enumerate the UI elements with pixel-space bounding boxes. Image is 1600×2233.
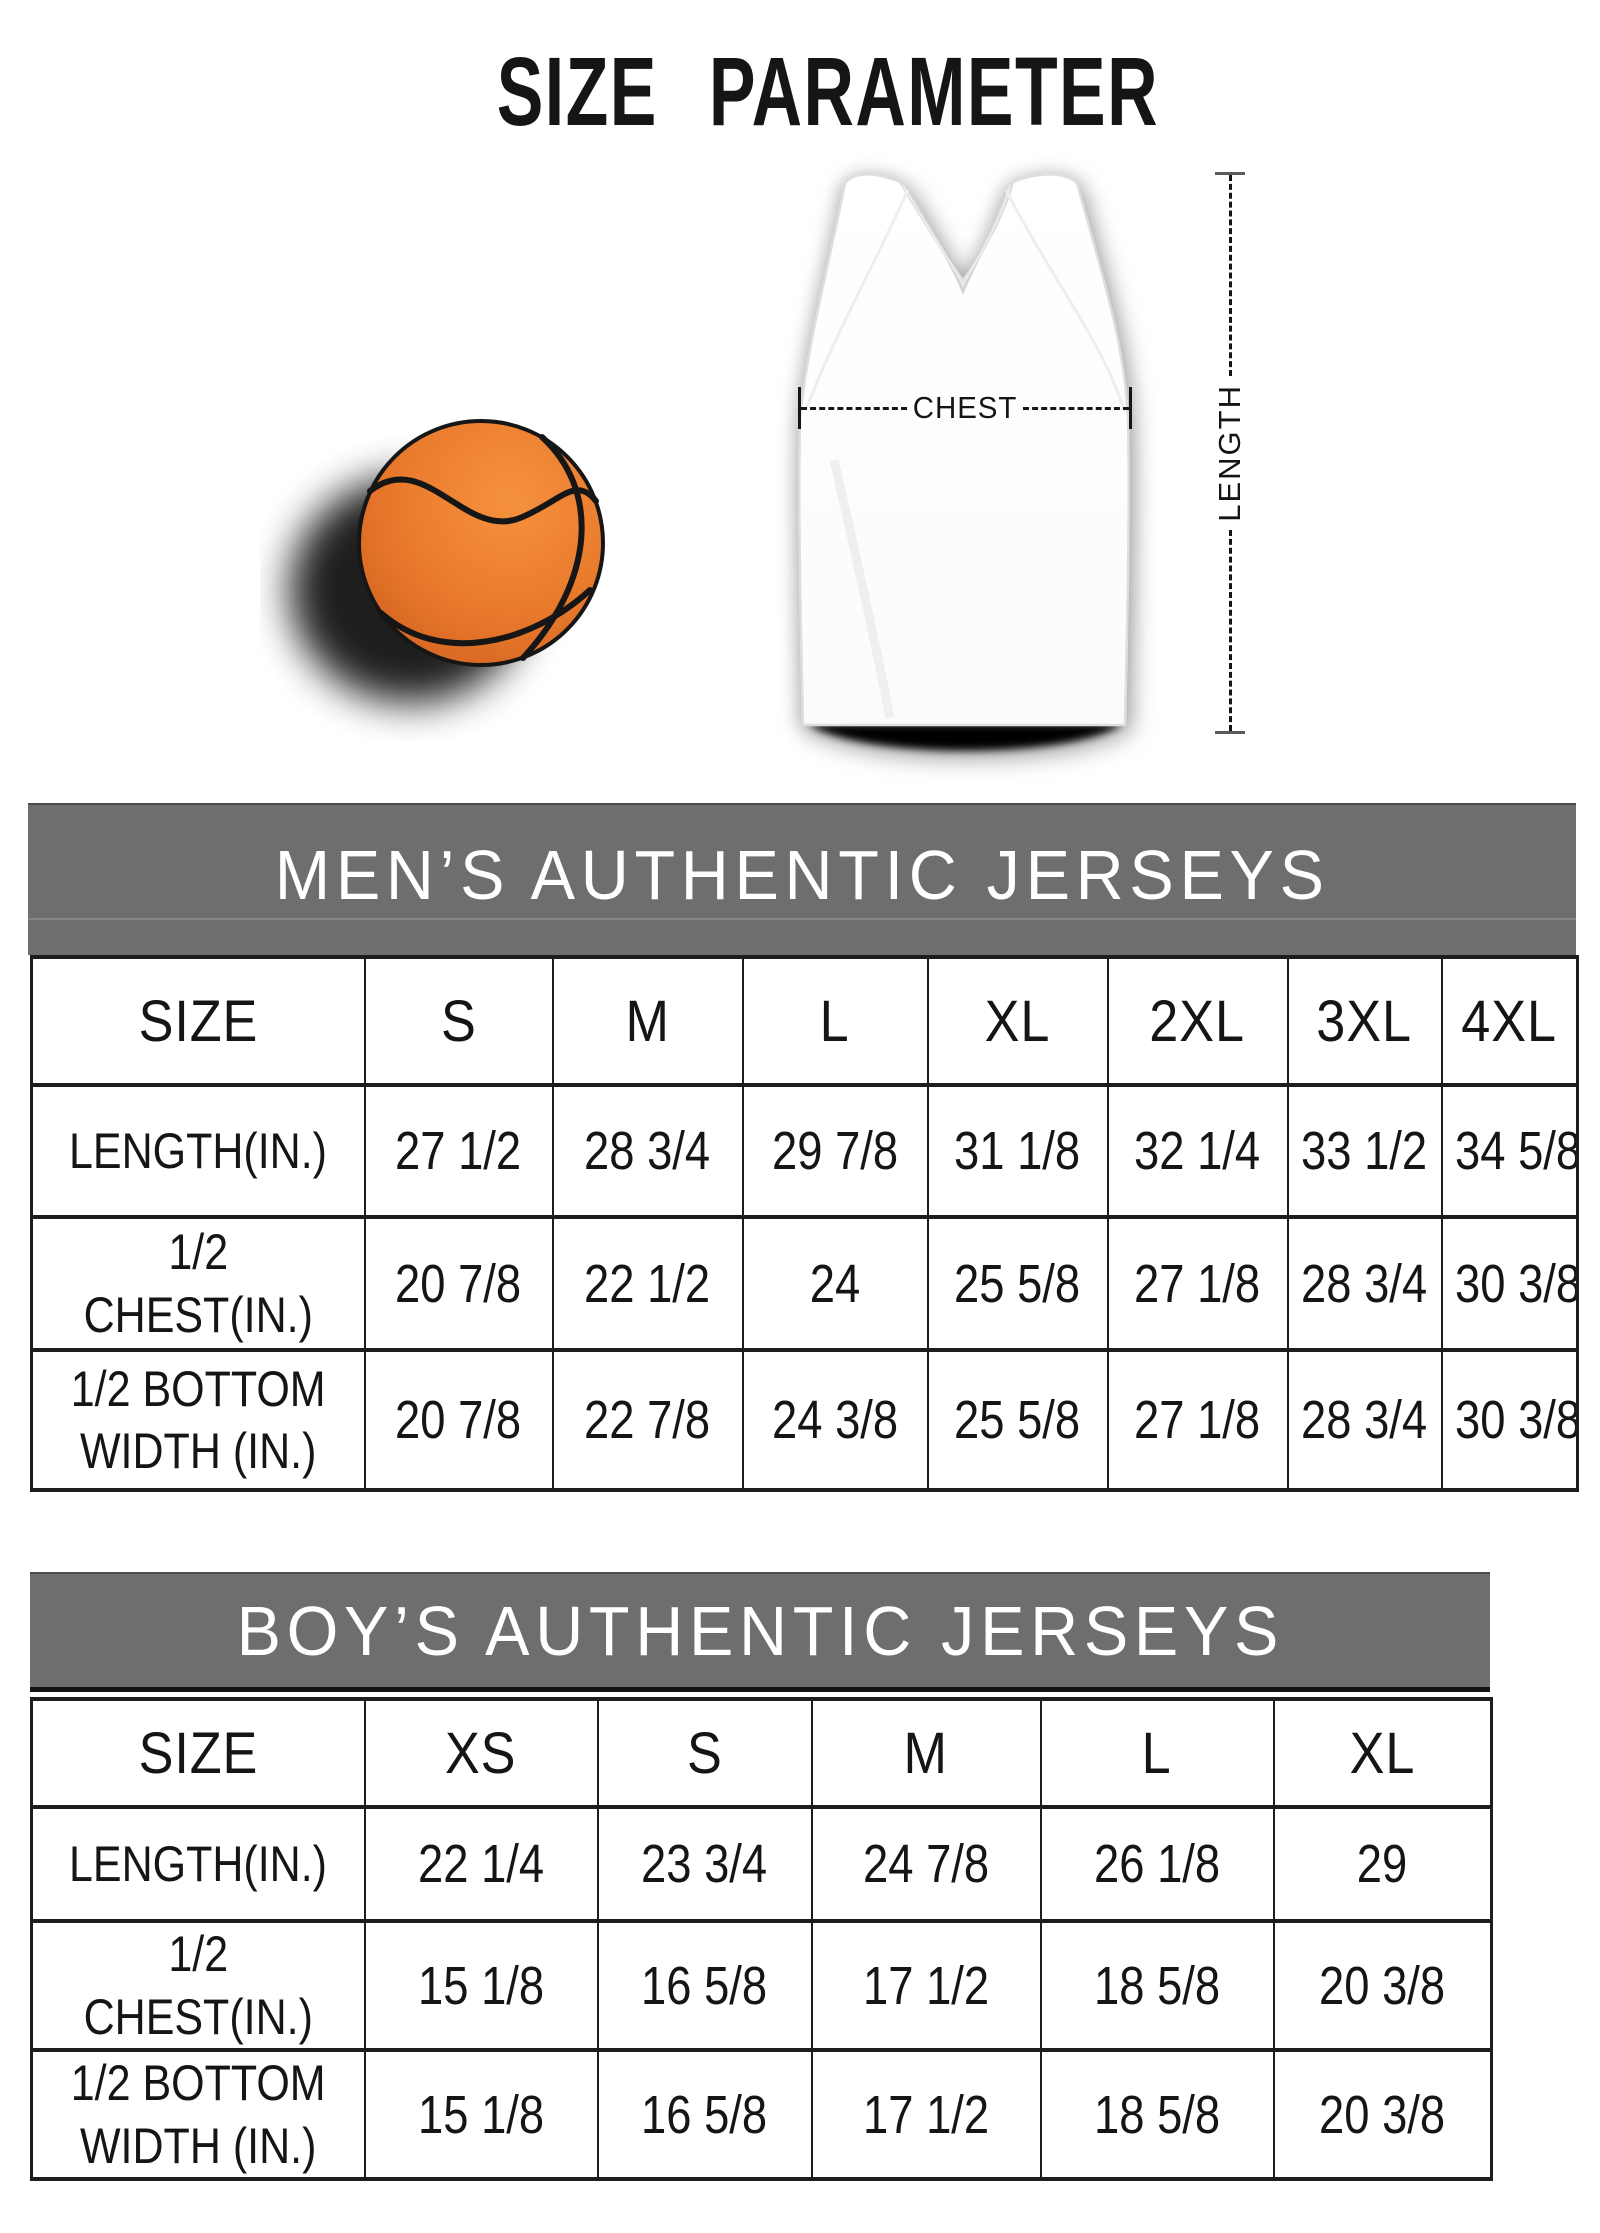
value-cell: 24 xyxy=(741,1215,929,1352)
row-label-cell: LENGTH(IN.) xyxy=(30,1083,366,1219)
value-cell: 18 5/8 xyxy=(1039,1919,1275,2052)
row-label-cell: 1/2 BOTTOM WIDTH (IN.) xyxy=(30,2048,366,2181)
value-cell: 28 3/4 xyxy=(1286,1215,1443,1352)
value-cell: 26 1/8 xyxy=(1039,1805,1275,1923)
value-cell: 15 1/8 xyxy=(363,2048,599,2181)
value-cell: 23 3/4 xyxy=(596,1805,813,1923)
boys-size-table: SIZE XS S M L XL LENGTH(IN.) 22 1/4 23 3… xyxy=(30,1697,1493,2181)
value-cell: 28 3/4 xyxy=(551,1083,744,1219)
value-cell: 22 7/8 xyxy=(551,1348,744,1492)
length-dash-bottom xyxy=(1228,529,1232,731)
value-cell: 28 3/4 xyxy=(1286,1348,1443,1492)
row-label-cell: LENGTH(IN.) xyxy=(30,1805,366,1923)
value-cell: 33 1/2 xyxy=(1286,1083,1443,1219)
page-title: SIZE PARAMETER xyxy=(0,36,1600,148)
value-cell: 17 1/2 xyxy=(810,2048,1042,2181)
size-header-cell: XL xyxy=(926,955,1109,1087)
table-row: SIZE XS S M L XL xyxy=(30,1697,1493,1809)
value-cell: 25 5/8 xyxy=(926,1215,1109,1352)
value-cell: 16 5/8 xyxy=(596,1919,813,2052)
value-cell: 22 1/2 xyxy=(551,1215,744,1352)
size-header-cell: M xyxy=(810,1697,1042,1809)
length-dash-top xyxy=(1228,175,1232,377)
value-cell: 29 xyxy=(1272,1805,1493,1923)
mens-size-table: SIZE S M L XL 2XL 3XL 4XL LENGTH(IN.) 27… xyxy=(30,955,1579,1492)
table-row: 1/2 BOTTOM WIDTH (IN.) 15 1/8 16 5/8 17 … xyxy=(30,2048,1493,2181)
chest-label: CHEST xyxy=(912,390,1018,425)
chest-right-tick xyxy=(1129,387,1133,429)
table-row: LENGTH(IN.) 22 1/4 23 3/4 24 7/8 26 1/8 … xyxy=(30,1805,1493,1923)
value-cell: 25 5/8 xyxy=(926,1348,1109,1492)
value-cell: 29 7/8 xyxy=(741,1083,929,1219)
value-cell: 17 1/2 xyxy=(810,1919,1042,2052)
size-header-cell: L xyxy=(741,955,929,1087)
value-cell: 34 5/8 xyxy=(1440,1083,1579,1219)
value-cell: 16 5/8 xyxy=(596,2048,813,2181)
size-header-cell: 2XL xyxy=(1106,955,1289,1087)
size-header-cell: L xyxy=(1039,1697,1275,1809)
value-cell: 20 7/8 xyxy=(363,1215,554,1352)
table-row: SIZE S M L XL 2XL 3XL 4XL xyxy=(30,955,1579,1087)
value-cell: 24 7/8 xyxy=(810,1805,1042,1923)
table-row: 1/2 CHEST(IN.) 20 7/8 22 1/2 24 25 5/8 2… xyxy=(30,1215,1579,1352)
value-cell: 32 1/4 xyxy=(1106,1083,1289,1219)
chest-dash-left xyxy=(801,406,907,410)
row-label-cell: 1/2 CHEST(IN.) xyxy=(30,1215,366,1352)
size-header-cell: XS xyxy=(363,1697,599,1809)
value-cell: 22 1/4 xyxy=(363,1805,599,1923)
size-header-cell: 4XL xyxy=(1440,955,1579,1087)
length-bottom-tick xyxy=(1215,731,1245,734)
length-dimension-line: LENGTH xyxy=(1212,172,1248,734)
value-cell: 18 5/8 xyxy=(1039,2048,1275,2181)
table-row: 1/2 BOTTOM WIDTH (IN.) 20 7/8 22 7/8 24 … xyxy=(30,1348,1579,1492)
value-cell: 15 1/8 xyxy=(363,1919,599,2052)
length-label: LENGTH xyxy=(1212,384,1247,522)
jersey-hem-shadow xyxy=(808,724,1122,751)
size-header-cell: S xyxy=(363,955,554,1087)
value-cell: 27 1/2 xyxy=(363,1083,554,1219)
size-header-cell: SIZE xyxy=(30,955,366,1087)
value-cell: 31 1/8 xyxy=(926,1083,1109,1219)
length-top-tick xyxy=(1215,172,1245,175)
size-header-cell: SIZE xyxy=(30,1697,366,1809)
size-header-cell: S xyxy=(596,1697,813,1809)
table-row: LENGTH(IN.) 27 1/2 28 3/4 29 7/8 31 1/8 … xyxy=(30,1083,1579,1219)
mens-section-title: MEN’S AUTHENTIC JERSEYS xyxy=(274,836,1330,914)
jersey-icon xyxy=(798,173,1130,751)
value-cell: 27 1/8 xyxy=(1106,1215,1289,1352)
mens-section-header: MEN’S AUTHENTIC JERSEYS xyxy=(28,803,1576,955)
boys-section-title: BOY’S AUTHENTIC JERSEYS xyxy=(236,1591,1284,1670)
page-title-text: SIZE PARAMETER xyxy=(496,37,1160,146)
row-label-cell: 1/2 CHEST(IN.) xyxy=(30,1919,366,2052)
chest-dimension-line: CHEST xyxy=(798,387,1133,429)
value-cell: 27 1/8 xyxy=(1106,1348,1289,1492)
table-row: 1/2 CHEST(IN.) 15 1/8 16 5/8 17 1/2 18 5… xyxy=(30,1919,1493,2052)
value-cell: 20 7/8 xyxy=(363,1348,554,1492)
boys-section-header: BOY’S AUTHENTIC JERSEYS xyxy=(30,1572,1490,1692)
chest-left-tick xyxy=(798,387,801,429)
basketball-icon xyxy=(290,419,605,703)
value-cell: 30 3/8 xyxy=(1440,1215,1579,1352)
mens-header-rule xyxy=(28,918,1576,920)
chest-dash-right xyxy=(1023,406,1130,410)
size-header-cell: M xyxy=(551,955,744,1087)
value-cell: 24 3/8 xyxy=(741,1348,929,1492)
size-header-cell: XL xyxy=(1272,1697,1493,1809)
row-label-cell: 1/2 BOTTOM WIDTH (IN.) xyxy=(30,1348,366,1492)
value-cell: 20 3/8 xyxy=(1272,1919,1493,2052)
value-cell: 30 3/8 xyxy=(1440,1348,1579,1492)
size-header-cell: 3XL xyxy=(1286,955,1443,1087)
value-cell: 20 3/8 xyxy=(1272,2048,1493,2181)
